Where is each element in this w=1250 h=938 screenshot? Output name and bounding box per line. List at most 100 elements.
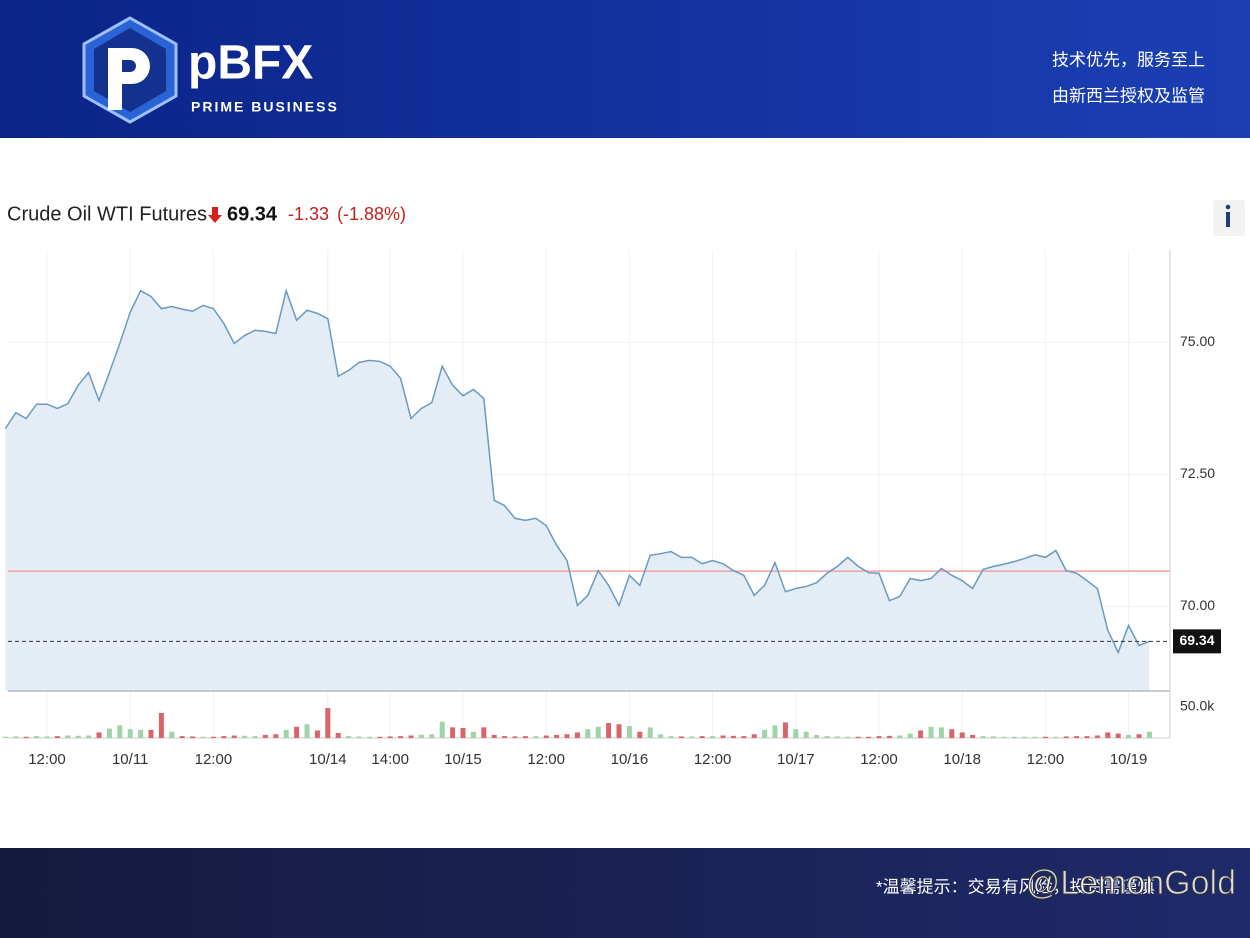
volume-bar (512, 736, 518, 738)
logo-subtitle: PRIME BUSINESS (191, 99, 339, 115)
volume-bar (13, 736, 19, 738)
x-tick-label: 12:00 (195, 751, 233, 768)
footer-notice: *温馨提示：交易有风险，投资需谨慎 (876, 877, 1155, 896)
x-tick-label: 14:00 (371, 751, 409, 768)
x-tick-label: 10/15 (444, 751, 482, 768)
price-area (5, 290, 1150, 691)
x-tick-label: 12:00 (860, 751, 898, 768)
volume-bar (647, 727, 653, 738)
volume-bar (304, 724, 310, 738)
volume-bar (54, 736, 60, 738)
chart: 12:00 10/11 12:00 10/14 14:00 10/15 12:00 10/16… (2, 250, 1221, 768)
volume-bar (158, 713, 164, 738)
volume-bar (190, 736, 196, 738)
volume-bar (1063, 736, 1069, 738)
x-tick-label: 10/16 (611, 751, 649, 768)
volume-tick-label: 50.0k (1180, 697, 1215, 713)
last-price-label: 69.34 (1179, 632, 1214, 648)
logo-text: pBFX (188, 37, 313, 90)
volume-bar (990, 736, 996, 738)
volume-bar (262, 734, 268, 738)
volume-bar (138, 729, 144, 738)
volume-bar (127, 729, 133, 738)
volume-bar (200, 736, 206, 738)
down-arrow (208, 207, 222, 223)
volume-bar (876, 736, 882, 738)
x-tick-label: 12:00 (694, 751, 732, 768)
price-change-pct: (-1.88%) (337, 204, 406, 224)
volume-bar (429, 734, 435, 738)
volume-bar (231, 735, 237, 738)
volume-bar (814, 734, 820, 738)
x-tick-label: 10/17 (777, 751, 815, 768)
volume-bar (418, 734, 424, 738)
volume-bar (1094, 735, 1100, 738)
volume-bar (34, 736, 40, 738)
y-tick-label: 72.50 (1180, 465, 1215, 481)
last-price-badge (1173, 629, 1221, 654)
x-tick-label: 12:00 (527, 751, 565, 768)
volume-bar (117, 725, 123, 738)
volume-bar (44, 736, 50, 738)
volume-bar (314, 730, 320, 738)
volume-bar (637, 731, 643, 738)
x-tick-label: 10/19 (1110, 751, 1148, 768)
volume-bar (678, 736, 684, 738)
volume-bar (460, 728, 466, 738)
volume-bar (658, 734, 664, 738)
volume-bar (959, 732, 965, 738)
volume-bar (772, 725, 778, 738)
volume-bar (408, 735, 414, 738)
volume-bar (533, 736, 539, 738)
volume-bar (606, 723, 612, 738)
volume-bar (668, 736, 674, 738)
volume-bar (751, 734, 757, 738)
volume-bar (502, 736, 508, 738)
y-tick-label: 70.00 (1180, 597, 1215, 613)
volume-bar (377, 736, 383, 738)
volume-bar (450, 727, 456, 738)
volume-bar (169, 731, 175, 738)
volume-bar (366, 736, 372, 738)
info-button[interactable] (1213, 200, 1245, 236)
volume-bar (273, 734, 279, 738)
volume-bar (866, 736, 872, 738)
volume-bar (824, 736, 830, 738)
volume-bar (346, 736, 352, 738)
volume-bar (23, 736, 29, 738)
volume-bar (522, 736, 528, 738)
volume-bar (1053, 736, 1059, 738)
volume-bar (387, 736, 393, 738)
volume-bar (294, 726, 300, 738)
volume-bar (1022, 736, 1028, 738)
volume-bar (741, 736, 747, 738)
volume-bar (252, 736, 258, 738)
volume-bar (65, 735, 71, 738)
volume-bar (938, 727, 944, 738)
volume-bar (356, 736, 362, 738)
x-tick-label: 12:00 (28, 751, 66, 768)
volume-bar (949, 729, 955, 738)
slogan: 技术优先，服务至上 (1052, 50, 1205, 69)
volume-bar (907, 733, 913, 738)
volume-bar (1011, 736, 1017, 738)
last-price: 69.34 (227, 203, 278, 225)
volume-bar (970, 734, 976, 738)
volume-bar (335, 733, 341, 738)
volume-bar (834, 736, 840, 738)
volume-bar (1032, 736, 1038, 738)
volume-bar (1105, 732, 1111, 738)
volume-bar (689, 736, 695, 738)
volume-bar (574, 732, 580, 738)
price-line (4, 288, 1150, 655)
volume-bar (626, 726, 632, 738)
volume-bar (75, 735, 81, 738)
price-change: -1.33 (288, 204, 329, 224)
chart-title: Crude Oil WTI Futures (7, 203, 207, 225)
volume-bar (855, 736, 861, 738)
volume-bar (886, 735, 892, 738)
volume-bar (2, 736, 8, 738)
volume-bar (1074, 736, 1080, 738)
volume-bar (491, 734, 497, 738)
volume-bar (481, 727, 487, 738)
